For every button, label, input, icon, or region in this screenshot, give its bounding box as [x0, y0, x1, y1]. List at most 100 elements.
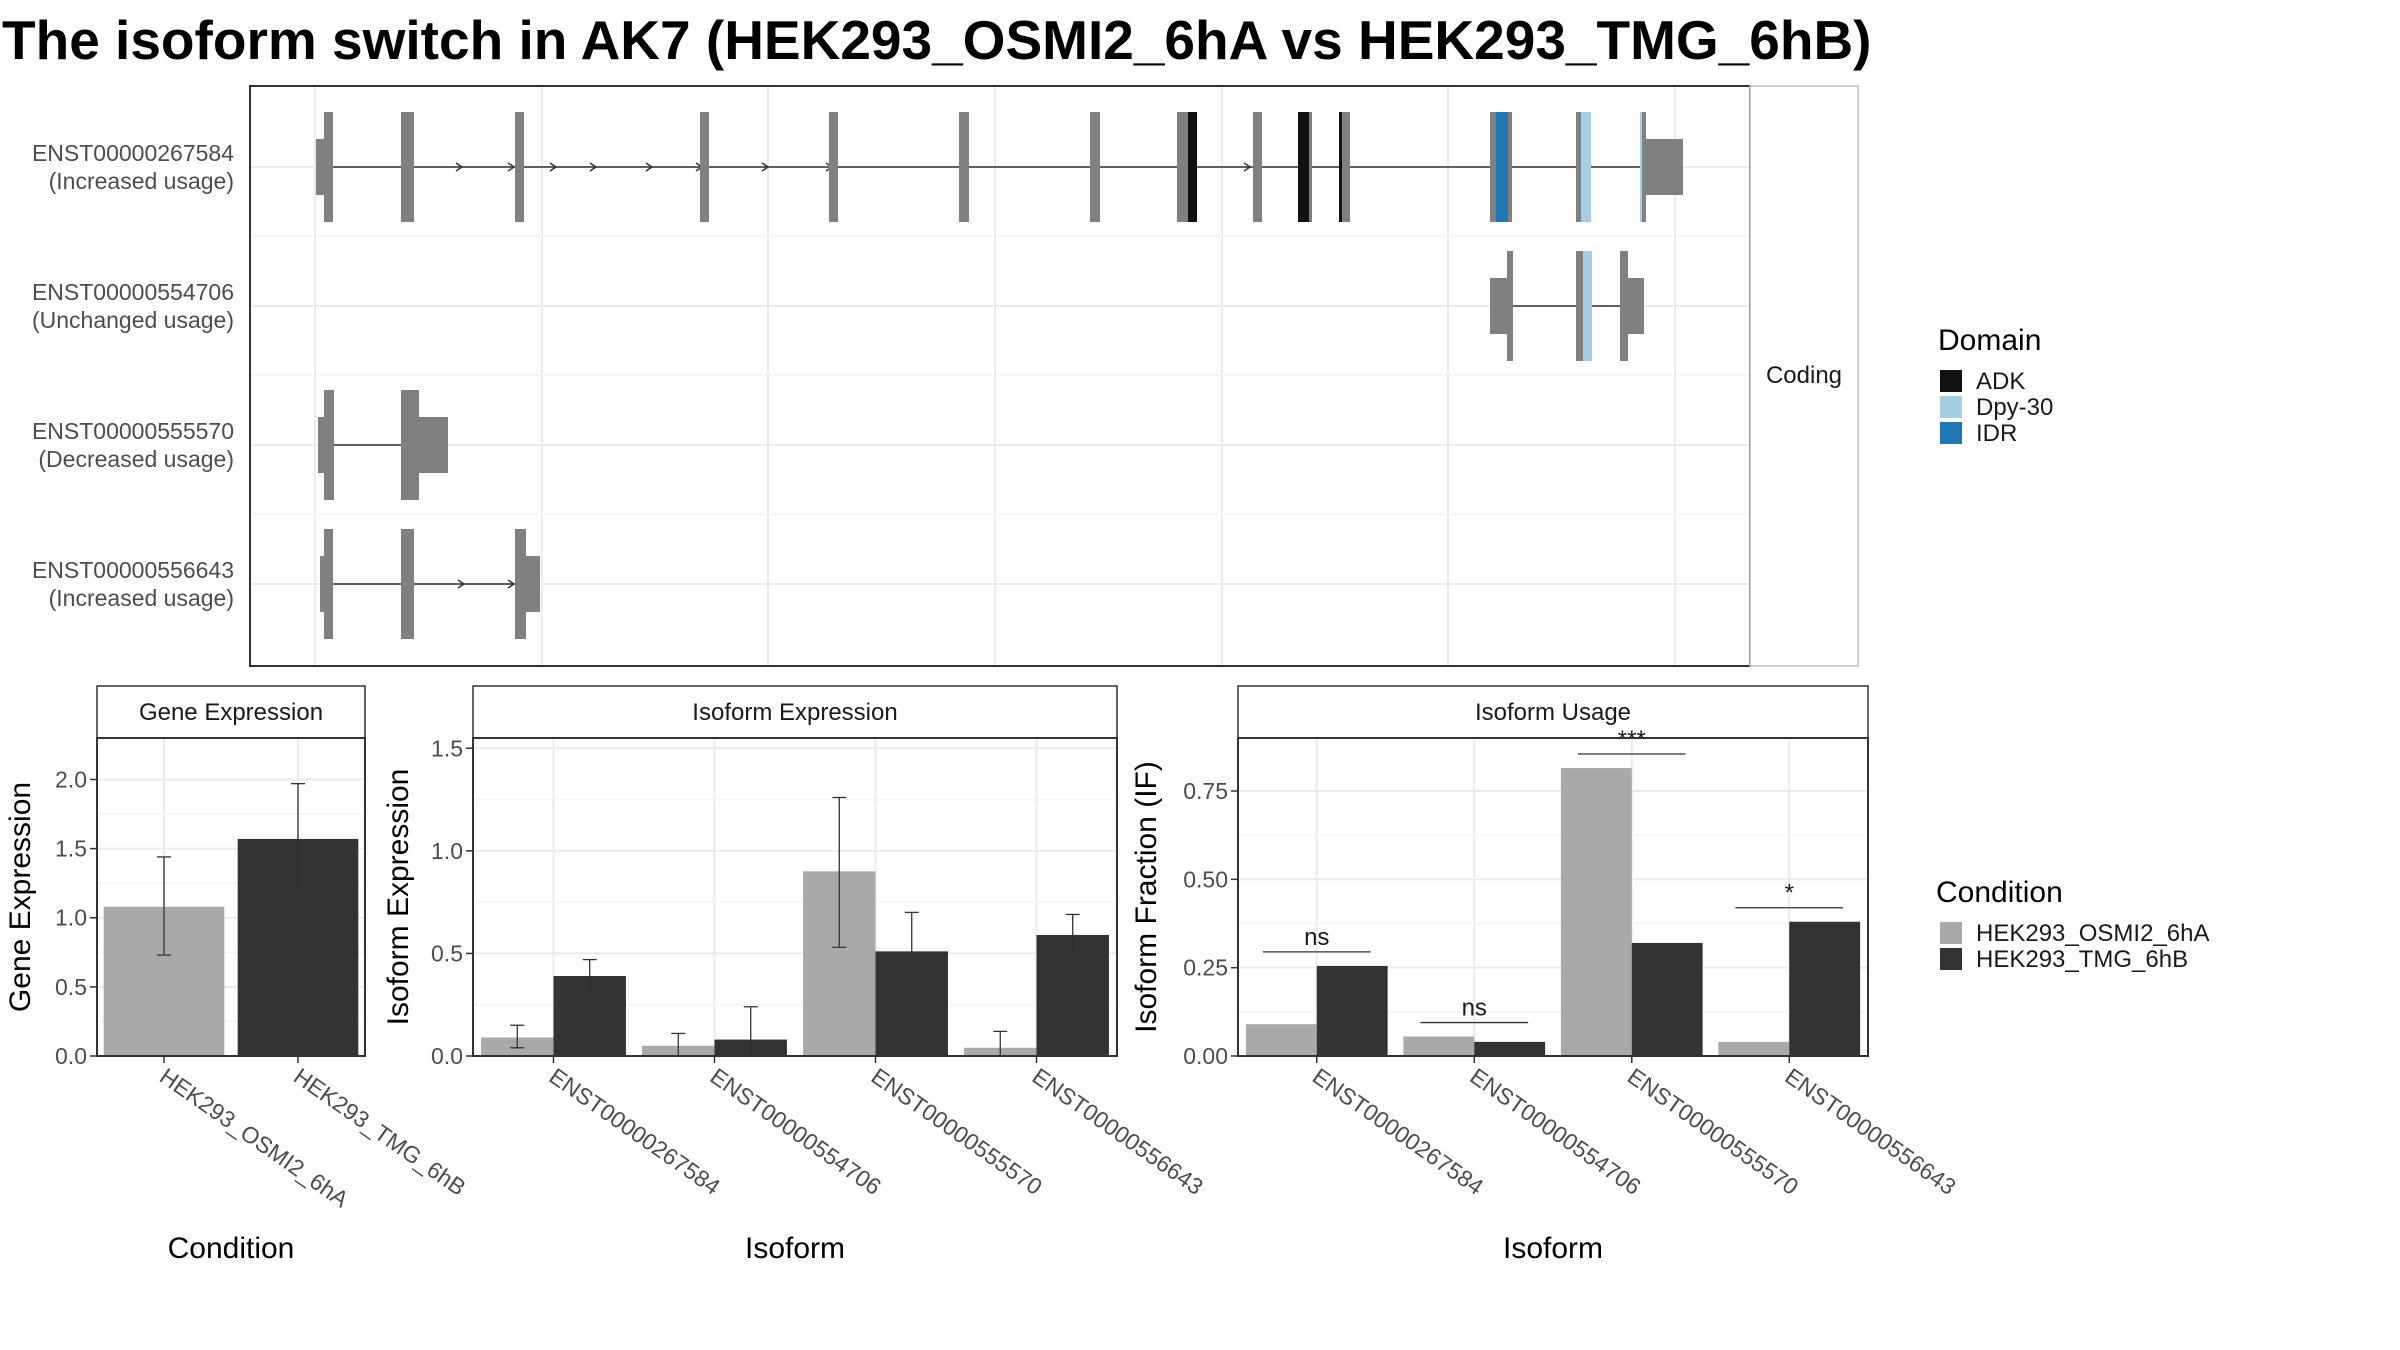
exon: [324, 390, 334, 500]
y-tick-label: 0.25: [1183, 955, 1228, 981]
bar: [1036, 934, 1109, 1056]
exon: [324, 529, 333, 639]
y-tick-label: 0.75: [1183, 778, 1228, 804]
x-tick-label: ENST00000556643: [1028, 1063, 1208, 1200]
plot-border: [96, 737, 366, 1057]
significance-label: ns: [1304, 924, 1329, 951]
transcript-id-label: ENST00000555570: [32, 418, 234, 444]
domain-legend-label: IDR: [1976, 420, 2017, 447]
intron-arrow: [589, 162, 598, 172]
intron-arrow: [455, 162, 464, 172]
panel-title: Isoform Usage: [1475, 699, 1631, 726]
bar: [1631, 942, 1703, 1056]
domain-legend-swatch: [1940, 396, 1962, 418]
intron-arrow: [507, 162, 516, 172]
y-tick-label: 2.0: [55, 766, 87, 792]
transcript-id-label: ENST00000556643: [32, 557, 234, 583]
exon: [1583, 251, 1592, 361]
condition-legend-label: HEK293_TMG_6hB: [1976, 946, 2188, 973]
exon: [1188, 112, 1197, 222]
exon: [410, 417, 448, 473]
significance-label: ***: [1618, 726, 1646, 753]
domain-legend-label: Dpy-30: [1976, 394, 2053, 421]
x-axis-title: Isoform: [745, 1232, 845, 1265]
panel-title: Gene Expression: [139, 699, 323, 726]
y-tick-label: 1.0: [431, 838, 463, 864]
condition-legend-swatch: [1940, 948, 1962, 970]
exon: [1645, 139, 1683, 195]
y-tick-label: 0.50: [1183, 866, 1228, 892]
exon: [1581, 112, 1591, 222]
intron-arrow: [1243, 162, 1252, 172]
exon: [959, 112, 969, 222]
domain-legend-swatch: [1940, 370, 1962, 392]
domain-legend-label: ADK: [1976, 368, 2025, 395]
exon: [515, 112, 524, 222]
y-tick-label: 0.0: [55, 1043, 87, 1069]
x-tick-label: ENST00000267584: [1308, 1063, 1489, 1200]
exon: [1253, 112, 1262, 222]
y-axis-title: Isoform Expression: [382, 769, 415, 1026]
exon: [1490, 278, 1512, 334]
panel-title: Isoform Expression: [692, 699, 897, 726]
intron-arrow: [507, 579, 516, 589]
exon: [1177, 112, 1186, 222]
exon: [1090, 112, 1100, 222]
exon: [1576, 112, 1585, 222]
exon: [401, 112, 414, 222]
plot-border: [472, 737, 1118, 1057]
transcript-usage-label: (Unchanged usage): [32, 307, 234, 333]
plot-background: [250, 86, 1750, 666]
transcript-usage-label: (Decreased usage): [38, 446, 234, 472]
transcript-usage-label: (Increased usage): [49, 168, 234, 194]
intron-arrow: [761, 162, 770, 172]
exon: [520, 556, 540, 612]
x-axis-title: Isoform: [1503, 1232, 1603, 1265]
x-tick-label: ENST00000267584: [545, 1063, 726, 1200]
exon: [1507, 251, 1513, 361]
bar: [1316, 965, 1388, 1056]
condition-legend-title: Condition: [1936, 876, 2063, 909]
exon: [1182, 112, 1192, 222]
exon: [1342, 112, 1350, 222]
y-tick-label: 0.0: [431, 1043, 463, 1069]
exon: [318, 417, 326, 473]
y-tick-label: 0.5: [431, 940, 463, 966]
bar: [1245, 1024, 1317, 1056]
exon: [324, 112, 333, 222]
x-tick-label: ENST00000555570: [1623, 1063, 1803, 1200]
isoform-usage-panel: Isoform Usage 0.00 0.25 0.50 0.75 ns ENST00000…: [1130, 685, 1961, 1265]
exon: [1496, 112, 1508, 222]
isoform-expression-panel: Isoform Expression 0.0 0.5 1.0 1.5 ENST000002…: [382, 685, 1208, 1265]
x-tick-label: ENST00000554706: [706, 1063, 886, 1200]
panel-strip: [1237, 685, 1869, 739]
condition-legend-swatch: [1940, 922, 1962, 944]
bar: [1474, 1041, 1546, 1056]
x-axis-title: Condition: [168, 1232, 295, 1265]
exon: [401, 529, 414, 639]
y-tick-label: 0.00: [1183, 1043, 1228, 1069]
transcript-usage-label: (Increased usage): [49, 585, 234, 611]
x-tick-label: ENST00000554706: [1465, 1063, 1645, 1200]
exon: [1298, 112, 1309, 222]
y-tick-label: 1.5: [431, 735, 463, 761]
y-axis-title: Isoform Fraction (IF): [1130, 761, 1163, 1033]
exon: [829, 112, 838, 222]
exon: [1642, 112, 1646, 222]
plot-border: [1237, 737, 1869, 1057]
condition-legend-label: HEK293_OSMI2_6hA: [1976, 920, 2209, 947]
page-title: The isoform switch in AK7 (HEK293_OSMI2_…: [2, 9, 1872, 71]
x-tick-label: ENST00000556643: [1780, 1063, 1960, 1200]
y-tick-label: 1.0: [55, 905, 87, 931]
bar: [1789, 921, 1861, 1056]
intron-arrow: [457, 579, 466, 589]
exon: [1576, 251, 1585, 361]
domain-legend-swatch: [1940, 422, 1962, 444]
transcript-id-label: ENST00000267584: [32, 140, 234, 166]
facet-strip-label: Coding: [1766, 362, 1842, 389]
y-axis-title: Gene Expression: [4, 782, 37, 1012]
exon: [700, 112, 709, 222]
y-tick-label: 1.5: [55, 836, 87, 862]
